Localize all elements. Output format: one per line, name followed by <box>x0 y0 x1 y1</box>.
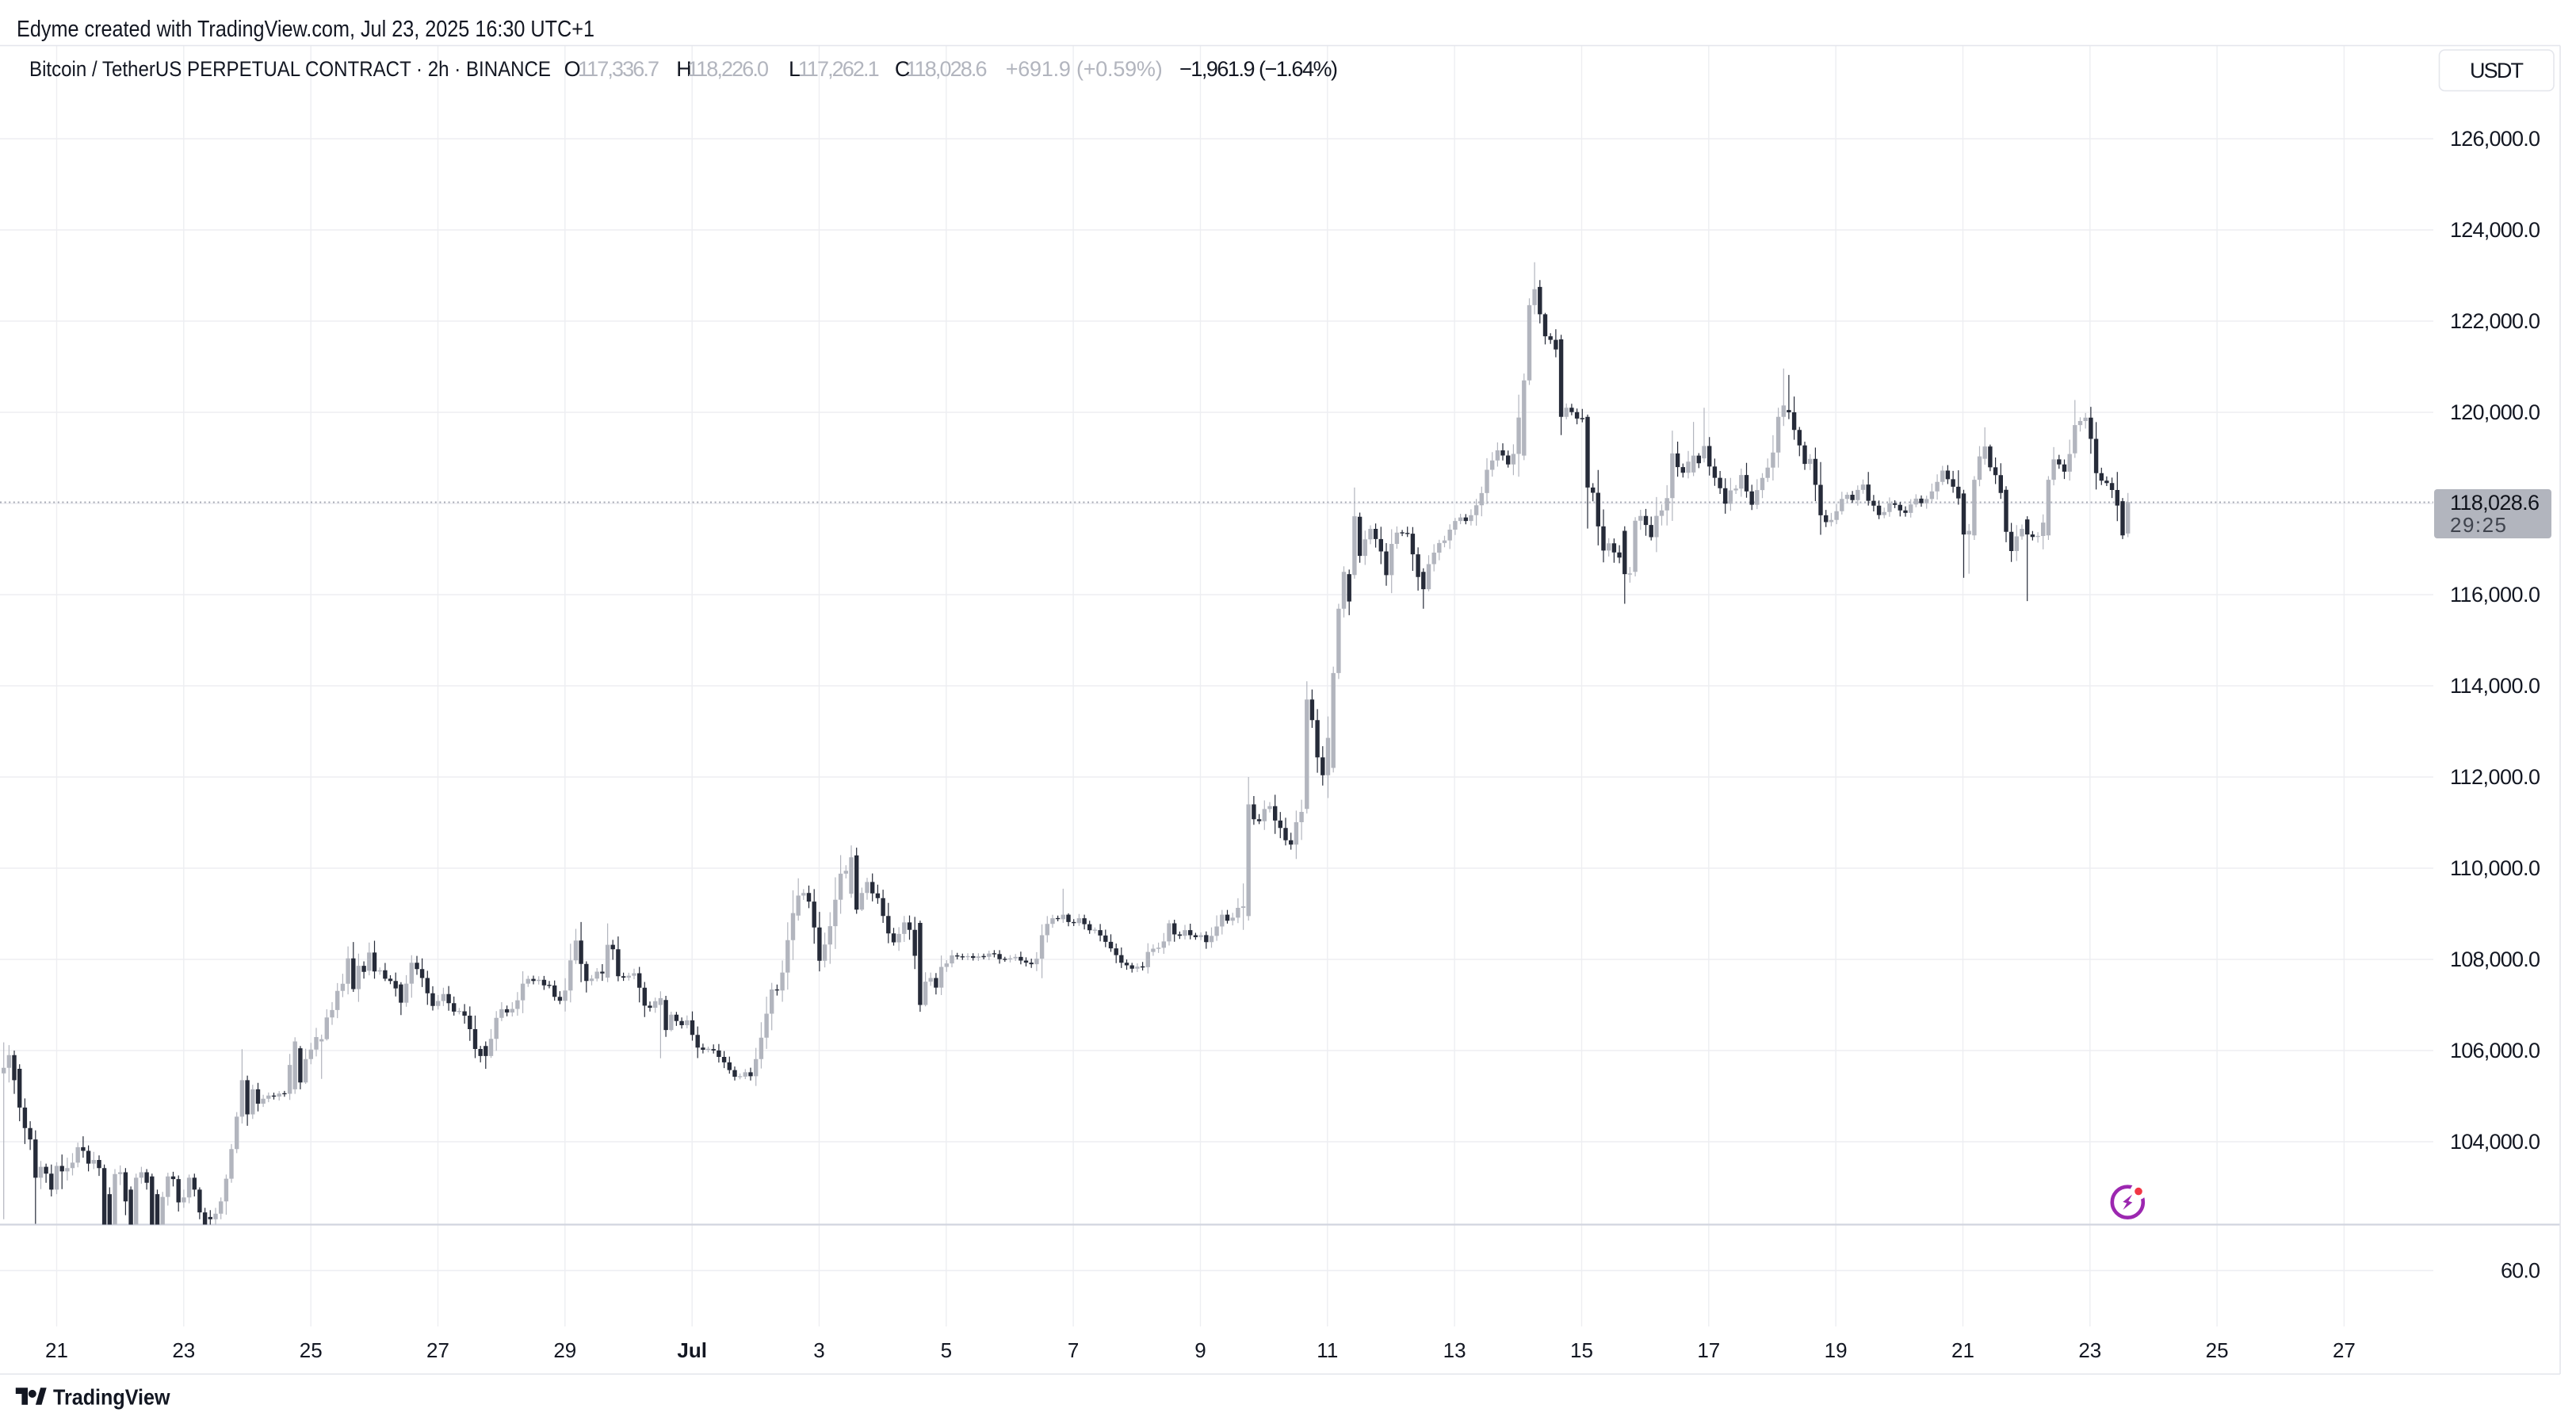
svg-text:7: 7 <box>1068 1338 1079 1362</box>
svg-text:O: O <box>564 57 581 81</box>
svg-text:122,000.0: 122,000.0 <box>2450 309 2540 333</box>
svg-text:118,226.0: 118,226.0 <box>687 57 769 81</box>
svg-text:117,262.1: 117,262.1 <box>798 57 880 81</box>
svg-text:112,000.0: 112,000.0 <box>2450 765 2540 789</box>
svg-text:108,000.0: 108,000.0 <box>2450 947 2540 971</box>
svg-text:27: 27 <box>2333 1338 2356 1362</box>
svg-text:Jul: Jul <box>677 1338 707 1362</box>
svg-text:TradingView: TradingView <box>53 1384 170 1409</box>
svg-text:5: 5 <box>941 1338 952 1362</box>
svg-text:29: 29 <box>553 1338 576 1362</box>
svg-text:106,000.0: 106,000.0 <box>2450 1039 2540 1062</box>
svg-text:17: 17 <box>1697 1338 1720 1362</box>
svg-text:116,000.0: 116,000.0 <box>2450 583 2540 607</box>
svg-text:Bitcoin / TetherUS PERPETUAL C: Bitcoin / TetherUS PERPETUAL CONTRACT · … <box>29 57 551 81</box>
svg-text:3: 3 <box>813 1338 824 1362</box>
svg-text:23: 23 <box>172 1338 195 1362</box>
svg-text:126,000.0: 126,000.0 <box>2450 127 2540 151</box>
svg-text:H: H <box>676 57 692 81</box>
svg-text:25: 25 <box>300 1338 323 1362</box>
svg-text:19: 19 <box>1825 1338 1848 1362</box>
svg-text:114,000.0: 114,000.0 <box>2450 674 2540 698</box>
svg-text:L: L <box>789 57 801 81</box>
svg-text:USDT: USDT <box>2470 59 2524 82</box>
svg-text:21: 21 <box>1951 1338 1974 1362</box>
svg-text:118,028.6: 118,028.6 <box>906 57 988 81</box>
svg-text:60.0: 60.0 <box>2501 1259 2540 1283</box>
svg-text:104,000.0: 104,000.0 <box>2450 1130 2540 1154</box>
svg-text:9: 9 <box>1194 1338 1206 1362</box>
svg-text:23: 23 <box>2078 1338 2101 1362</box>
svg-text:118,028.6: 118,028.6 <box>2450 491 2540 515</box>
svg-text:29:25: 29:25 <box>2450 513 2506 537</box>
svg-text:15: 15 <box>1570 1338 1593 1362</box>
svg-text:25: 25 <box>2206 1338 2229 1362</box>
svg-text:21: 21 <box>45 1338 68 1362</box>
svg-text:27: 27 <box>426 1338 449 1362</box>
svg-text:13: 13 <box>1443 1338 1466 1362</box>
svg-text:Edyme created with TradingView: Edyme created with TradingView.com, Jul … <box>17 17 594 42</box>
svg-text:110,000.0: 110,000.0 <box>2450 856 2540 880</box>
svg-text:117,336.7: 117,336.7 <box>578 57 659 81</box>
svg-text:−1,961.9 (−1.64%): −1,961.9 (−1.64%) <box>1179 57 1338 81</box>
svg-text:120,000.0: 120,000.0 <box>2450 400 2540 424</box>
svg-text:124,000.0: 124,000.0 <box>2450 218 2540 242</box>
svg-text:C: C <box>895 57 911 81</box>
svg-text:+691.9 (+0.59%): +691.9 (+0.59%) <box>1006 57 1163 81</box>
svg-text:11: 11 <box>1317 1338 1338 1362</box>
